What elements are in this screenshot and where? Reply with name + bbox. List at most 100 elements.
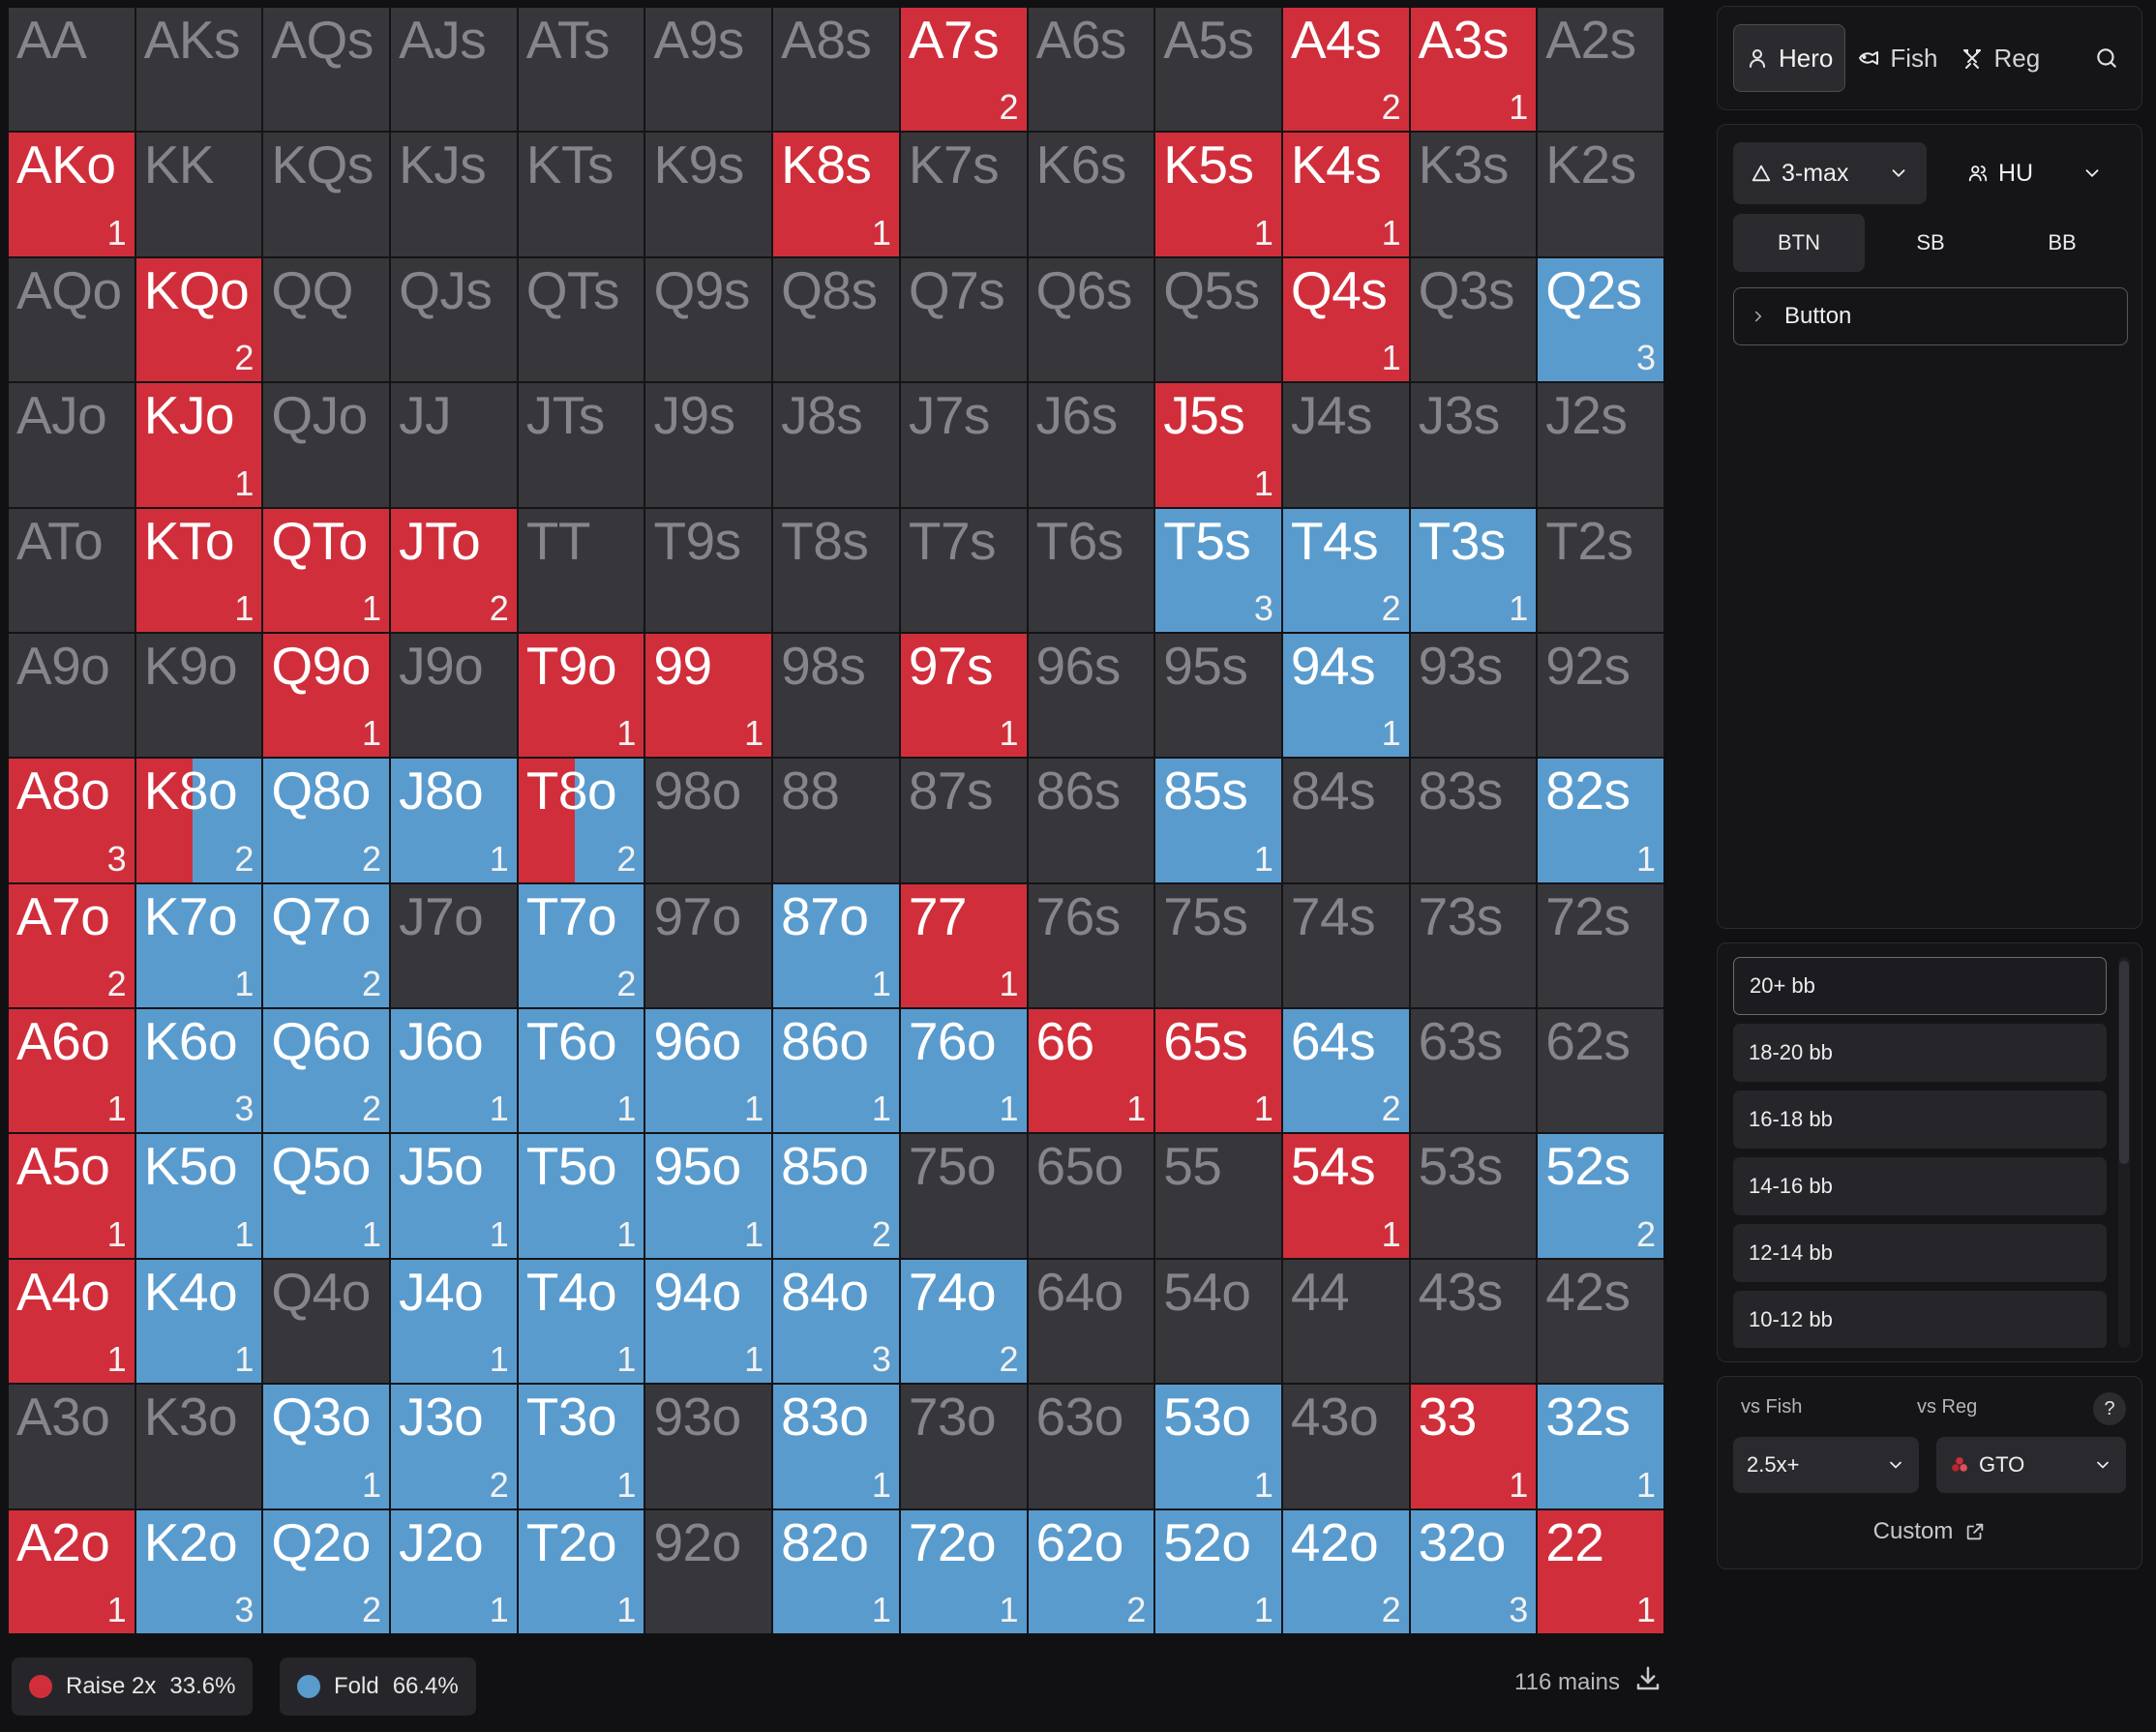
stack-size-item[interactable]: 10-12 bb: [1733, 1291, 2107, 1348]
hand-cell-94o[interactable]: 94o 1: [645, 1259, 772, 1384]
hand-cell-t3o[interactable]: T3o 1: [518, 1385, 644, 1508]
hand-cell-t7s[interactable]: T7s: [900, 508, 1027, 632]
hand-cell-t2s[interactable]: T2s: [1538, 508, 1663, 632]
hand-cell-33[interactable]: 33 1: [1410, 1385, 1537, 1508]
hand-cell-ats[interactable]: ATs: [518, 8, 644, 132]
hand-cell-a5o[interactable]: A5o 1: [9, 1134, 135, 1258]
hand-cell-t4o[interactable]: T4o 1: [518, 1259, 644, 1384]
hand-cell-52o[interactable]: 52o 1: [1155, 1509, 1281, 1633]
hand-cell-a9s[interactable]: A9s: [645, 8, 772, 132]
hand-cell-64s[interactable]: 64s 2: [1282, 1009, 1409, 1133]
hand-cell-63s[interactable]: 63s: [1410, 1009, 1537, 1133]
hand-cell-q7s[interactable]: Q7s: [900, 257, 1027, 382]
hand-cell-j6s[interactable]: J6s: [1028, 383, 1154, 507]
hand-cell-62s[interactable]: 62s: [1538, 1009, 1663, 1133]
hand-cell-52s[interactable]: 52s 2: [1538, 1134, 1663, 1258]
tab-reg[interactable]: Reg: [1949, 24, 2051, 92]
hand-cell-j3o[interactable]: J3o 2: [391, 1385, 517, 1508]
hand-cell-q6s[interactable]: Q6s: [1028, 257, 1154, 382]
hand-cell-54o[interactable]: 54o: [1155, 1259, 1281, 1384]
vs-fish-select[interactable]: 2.5x+: [1733, 1437, 1919, 1493]
hand-cell-a8s[interactable]: A8s: [773, 8, 899, 132]
hand-cell-ajo[interactable]: AJo: [9, 383, 135, 507]
hand-cell-j4o[interactable]: J4o 1: [391, 1259, 517, 1384]
hand-cell-82s[interactable]: 82s 1: [1538, 759, 1663, 882]
hand-cell-kts[interactable]: KTs: [518, 133, 644, 256]
hand-cell-k8o[interactable]: K8o 2: [135, 759, 262, 882]
mode-dropdown[interactable]: HU: [1950, 142, 2120, 204]
hand-cell-97s[interactable]: 97s 1: [900, 633, 1027, 758]
hand-cell-j5o[interactable]: J5o 1: [391, 1134, 517, 1258]
hand-cell-86o[interactable]: 86o 1: [773, 1009, 899, 1133]
hand-cell-k7s[interactable]: K7s: [900, 133, 1027, 256]
hand-cell-75o[interactable]: 75o: [900, 1134, 1027, 1258]
hand-cell-qts[interactable]: QTs: [518, 257, 644, 382]
hand-cell-aqo[interactable]: AQo: [9, 257, 135, 382]
hand-cell-42s[interactable]: 42s: [1538, 1259, 1663, 1384]
hand-cell-q9o[interactable]: Q9o 1: [263, 633, 390, 758]
action-breadcrumb[interactable]: Button: [1733, 287, 2128, 345]
hand-cell-95o[interactable]: 95o 1: [645, 1134, 772, 1258]
stack-size-item[interactable]: 18-20 bb: [1733, 1024, 2107, 1082]
hand-cell-q6o[interactable]: Q6o 2: [263, 1009, 390, 1133]
hand-cell-aqs[interactable]: AQs: [263, 8, 390, 132]
hand-cell-t6o[interactable]: T6o 1: [518, 1009, 644, 1133]
hand-cell-83o[interactable]: 83o 1: [773, 1385, 899, 1508]
stack-size-item[interactable]: 14-16 bb: [1733, 1157, 2107, 1215]
hand-cell-k5s[interactable]: K5s 1: [1155, 133, 1281, 256]
hand-cell-96o[interactable]: 96o 1: [645, 1009, 772, 1133]
hand-cell-jto[interactable]: JTo 2: [391, 508, 517, 632]
hand-cell-q4s[interactable]: Q4s 1: [1282, 257, 1409, 382]
hand-cell-87s[interactable]: 87s: [900, 759, 1027, 882]
format-dropdown[interactable]: 3-max: [1733, 142, 1927, 204]
hand-cell-j2s[interactable]: J2s: [1538, 383, 1663, 507]
tab-btn[interactable]: BTN: [1733, 214, 1865, 272]
hand-cell-q2s[interactable]: Q2s 3: [1538, 257, 1663, 382]
download-icon[interactable]: [1633, 1664, 1662, 1700]
hand-cell-j2o[interactable]: J2o 1: [391, 1509, 517, 1633]
hand-cell-j4s[interactable]: J4s: [1282, 383, 1409, 507]
hand-cell-ajs[interactable]: AJs: [391, 8, 517, 132]
hand-cell-93o[interactable]: 93o: [645, 1385, 772, 1508]
hand-cell-q3s[interactable]: Q3s: [1410, 257, 1537, 382]
hand-cell-87o[interactable]: 87o 1: [773, 883, 899, 1008]
hand-cell-65s[interactable]: 65s 1: [1155, 1009, 1281, 1133]
hand-cell-qjo[interactable]: QJo: [263, 383, 390, 507]
hand-cell-j9o[interactable]: J9o: [391, 633, 517, 758]
hand-cell-aa[interactable]: AA: [9, 8, 135, 132]
hand-cell-54s[interactable]: 54s 1: [1282, 1134, 1409, 1258]
hand-cell-t6s[interactable]: T6s: [1028, 508, 1154, 632]
hand-cell-t4s[interactable]: T4s 2: [1282, 508, 1409, 632]
hand-cell-tt[interactable]: TT: [518, 508, 644, 632]
hand-cell-qq[interactable]: QQ: [263, 257, 390, 382]
hand-cell-ako[interactable]: AKo 1: [9, 133, 135, 256]
hand-cell-t7o[interactable]: T7o 2: [518, 883, 644, 1008]
hand-cell-q8o[interactable]: Q8o 2: [263, 759, 390, 882]
hand-cell-84s[interactable]: 84s: [1282, 759, 1409, 882]
hand-cell-kto[interactable]: KTo 1: [135, 508, 262, 632]
hand-cell-qjs[interactable]: QJs: [391, 257, 517, 382]
hand-cell-j8o[interactable]: J8o 1: [391, 759, 517, 882]
tab-fish[interactable]: Fish: [1845, 24, 1949, 92]
help-button[interactable]: ?: [2093, 1392, 2126, 1425]
hand-cell-a9o[interactable]: A9o: [9, 633, 135, 758]
hand-cell-kqo[interactable]: KQo 2: [135, 257, 262, 382]
hand-cell-t5s[interactable]: T5s 3: [1155, 508, 1281, 632]
stack-size-item[interactable]: 12-14 bb: [1733, 1224, 2107, 1282]
hand-cell-t5o[interactable]: T5o 1: [518, 1134, 644, 1258]
hand-cell-t9s[interactable]: T9s: [645, 508, 772, 632]
hand-cell-a7o[interactable]: A7o 2: [9, 883, 135, 1008]
hand-cell-j7o[interactable]: J7o: [391, 883, 517, 1008]
hand-cell-k8s[interactable]: K8s 1: [773, 133, 899, 256]
tab-hero[interactable]: Hero: [1733, 24, 1846, 92]
hand-cell-55[interactable]: 55: [1155, 1134, 1281, 1258]
stack-size-item[interactable]: 20+ bb: [1733, 957, 2107, 1015]
hand-cell-62o[interactable]: 62o 2: [1028, 1509, 1154, 1633]
hand-cell-64o[interactable]: 64o: [1028, 1259, 1154, 1384]
hand-cell-q5s[interactable]: Q5s: [1155, 257, 1281, 382]
hand-cell-kqs[interactable]: KQs: [263, 133, 390, 256]
tab-sb[interactable]: SB: [1916, 230, 1945, 254]
hand-cell-63o[interactable]: 63o: [1028, 1385, 1154, 1508]
hand-cell-ato[interactable]: ATo: [9, 508, 135, 632]
hand-cell-k6s[interactable]: K6s: [1028, 133, 1154, 256]
